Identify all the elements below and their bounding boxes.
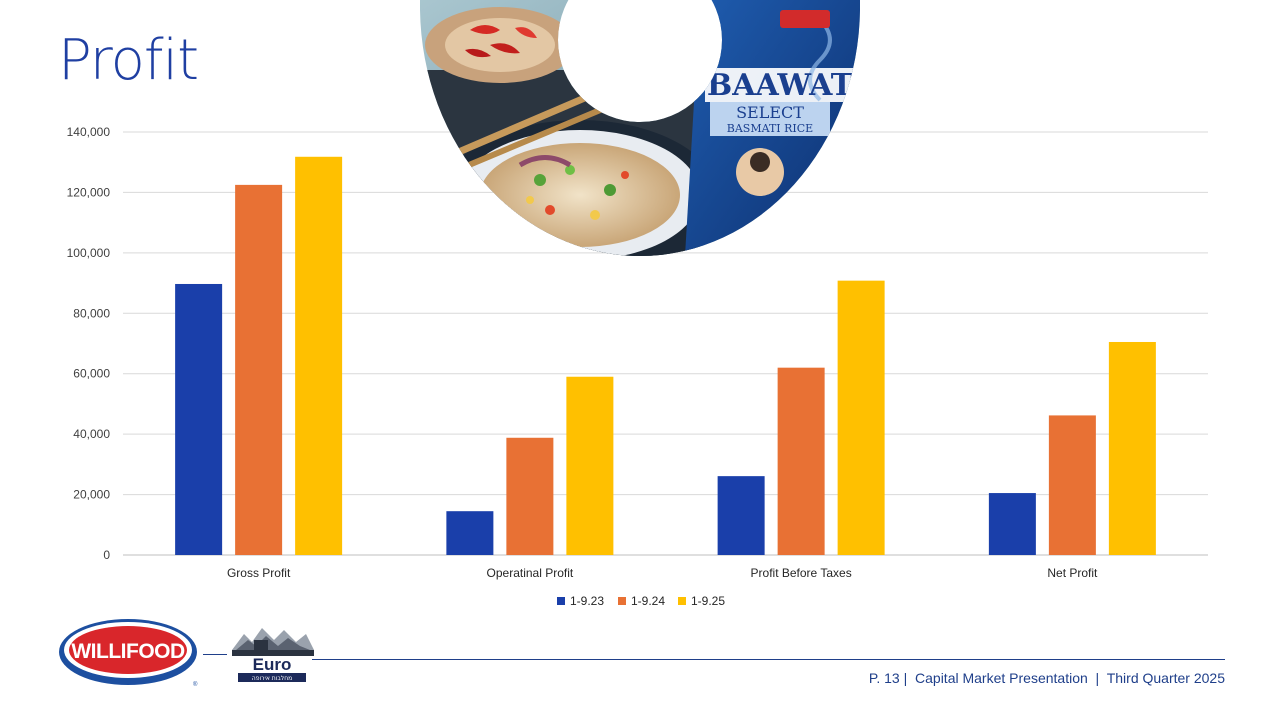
legend-label: 1-9.23 <box>570 594 604 608</box>
bar-1-9.25-net-profit <box>1108 341 1156 555</box>
euro-logo-text: Euro <box>253 655 292 674</box>
x-axis-category-labels: Gross Profit Operatinal Profit Profit Befo… <box>227 566 1098 580</box>
slide-title: Profit <box>58 28 199 93</box>
x-category-label: Gross Profit <box>227 566 291 580</box>
willifood-logo-text: WILLIFOOD <box>71 640 185 663</box>
bar-1-9.25-gross-profit <box>295 156 343 556</box>
legend-swatch <box>618 597 626 605</box>
package-product-text: BASMATI RICE <box>727 122 813 135</box>
package-select-text: SELECT <box>736 103 804 122</box>
x-category-label: Profit Before Taxes <box>751 566 852 580</box>
y-axis-tick-labels: 0 20,000 40,000 60,000 80,000 100,000 120,000 1… <box>67 125 111 562</box>
y-tick-label: 0 <box>103 548 110 562</box>
y-tick-label: 40,000 <box>73 427 110 441</box>
x-category-label: Operatinal Profit <box>487 566 574 580</box>
y-tick-label: 100,000 <box>67 246 111 260</box>
willifood-logo: WILLIFOOD ® <box>59 619 198 688</box>
bar-1-9.24-operatinal-profit <box>506 437 554 555</box>
y-tick-label: 140,000 <box>67 125 111 139</box>
legend: 1-9.23 1-9.24 1-9.25 <box>557 594 725 608</box>
euro-logo-subtext: מחלבות אירופה <box>252 675 292 682</box>
y-tick-label: 120,000 <box>67 185 111 199</box>
bar-1-9.23-net-profit <box>988 493 1036 555</box>
bar-1-9.24-gross-profit <box>235 184 283 555</box>
footer-caption: P. 13 | Capital Market Presentation | Th… <box>868 670 1225 686</box>
bar-1-9.25-profit-before-taxes <box>837 280 885 555</box>
bar-1-9.23-profit-before-taxes <box>717 476 765 555</box>
y-tick-label: 60,000 <box>73 367 110 381</box>
package-brand-text: BAAWAT <box>707 68 854 103</box>
y-tick-label: 80,000 <box>73 306 110 320</box>
bar-1-9.25-operatinal-profit <box>566 376 614 555</box>
bar-1-9.23-operatinal-profit <box>446 511 494 555</box>
svg-text:®: ® <box>193 681 198 688</box>
bar-1-9.23-gross-profit <box>175 283 223 555</box>
x-category-label: Net Profit <box>1047 566 1098 580</box>
y-tick-label: 20,000 <box>73 488 110 502</box>
footer-connector-line <box>203 654 227 655</box>
legend-label: 1-9.25 <box>691 594 725 608</box>
euro-logo: Euro מחלבות אירופה <box>232 628 314 682</box>
bar-1-9.24-profit-before-taxes <box>777 367 825 555</box>
legend-label: 1-9.24 <box>631 594 665 608</box>
food-photo-donut: BAAWAT SELECT BASMATI RICE <box>420 0 860 256</box>
legend-swatch <box>678 597 686 605</box>
bar-1-9.24-net-profit <box>1048 415 1096 555</box>
footer-divider <box>312 659 1225 660</box>
legend-swatch <box>557 597 565 605</box>
bars <box>175 156 1156 556</box>
